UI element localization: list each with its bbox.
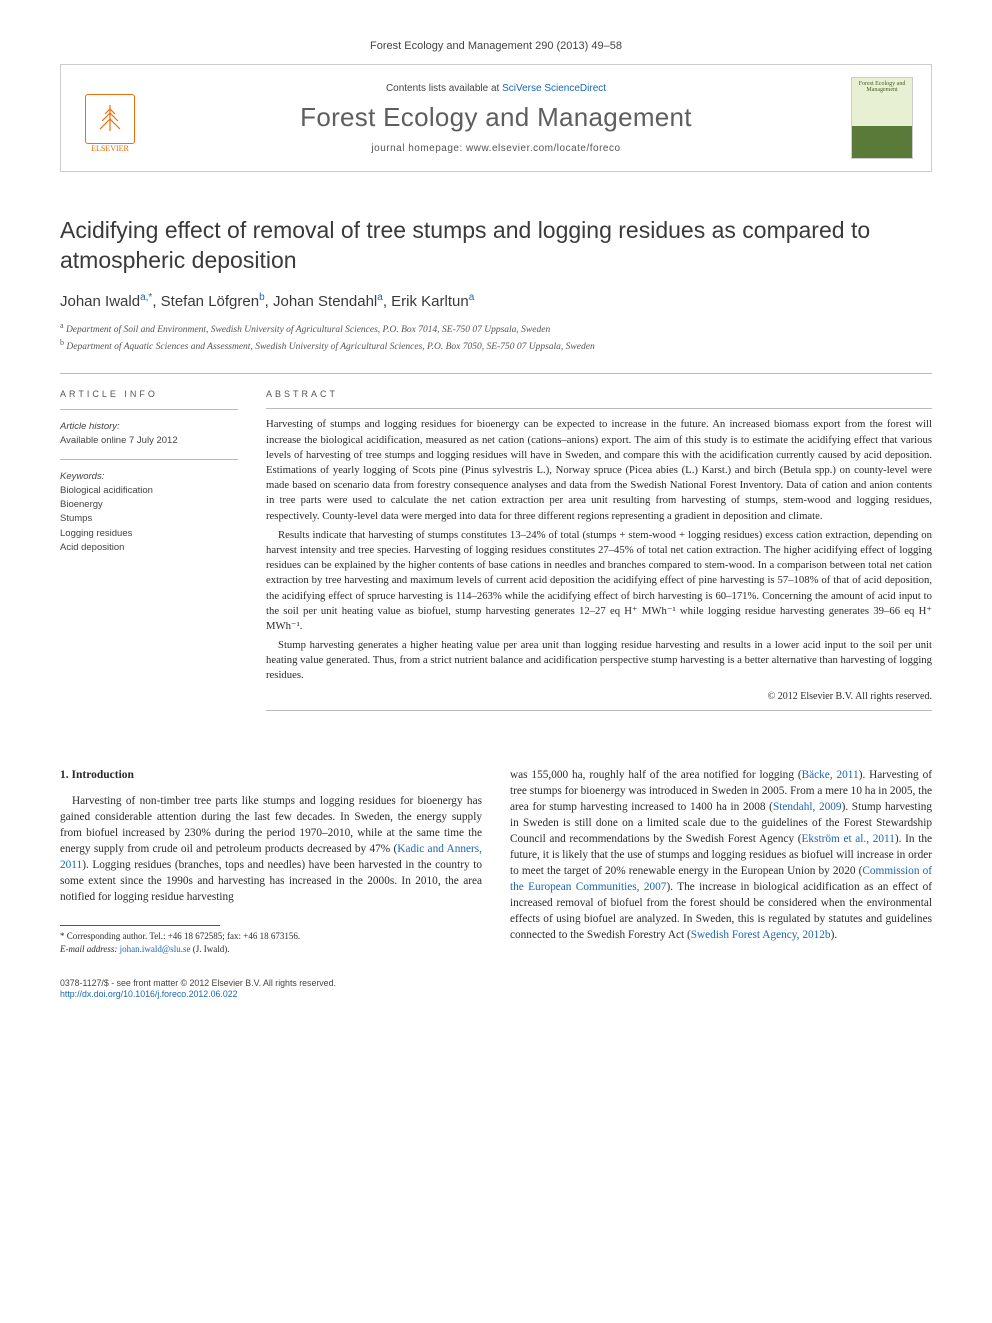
footnote-separator [60,925,220,926]
abstract-paragraph: Results indicate that harvesting of stum… [266,528,932,634]
article-info-panel: ARTICLE INFO Article history: Available … [60,388,238,711]
history-label: Article history: [60,420,238,434]
left-column: 1. Introduction Harvesting of non-timber… [60,767,482,956]
body-paragraph: Harvesting of non-timber tree parts like… [60,793,482,905]
author-list: Johan Iwalda,*, Stefan Löfgrenb, Johan S… [60,292,932,310]
article-info-head: ARTICLE INFO [60,388,238,402]
journal-homepage: journal homepage: www.elsevier.com/locat… [161,143,831,154]
publisher-logo: ELSEVIER [79,83,141,153]
keyword: Acid deposition [60,541,238,555]
journal-title: Forest Ecology and Management [161,102,831,133]
info-abstract-row: ARTICLE INFO Article history: Available … [60,374,932,729]
header-center: Contents lists available at SciVerse Sci… [161,83,831,154]
abstract-paragraph: Harvesting of stumps and logging residue… [266,417,932,523]
author: Stefan Löfgren [161,293,259,310]
keyword: Bioenergy [60,498,238,512]
body-paragraph: was 155,000 ha, roughly half of the area… [510,767,932,943]
corresponding-email: E-mail address: johan.iwald@slu.se (J. I… [60,943,482,956]
citation-link[interactable]: Swedish Forest Agency, 2012b [691,929,831,941]
abstract-head: ABSTRACT [266,388,932,401]
abstract-panel: ABSTRACT Harvesting of stumps and loggin… [266,388,932,711]
body-columns: 1. Introduction Harvesting of non-timber… [60,767,932,956]
author: Johan Iwald [60,293,140,310]
citation-link[interactable]: Bäcke, 2011 [802,769,859,781]
author: Johan Stendahl [273,293,377,310]
page-footer: 0378-1127/$ - see front matter © 2012 El… [60,978,932,1002]
corresponding-author: * Corresponding author. Tel.: +46 18 672… [60,930,482,943]
abstract-paragraph: Stump harvesting generates a higher heat… [266,638,932,684]
homepage-url[interactable]: www.elsevier.com/locate/foreco [466,143,621,154]
keyword: Biological acidification [60,484,238,498]
elsevier-tree-icon [85,94,135,144]
citation-link[interactable]: Stendahl, 2009 [773,801,842,813]
journal-header: ELSEVIER Contents lists available at Sci… [60,64,932,172]
keywords-label: Keywords: [60,470,238,484]
abstract-copyright: © 2012 Elsevier B.V. All rights reserved… [266,690,932,704]
affiliation-a: Department of Soil and Environment, Swed… [66,325,550,335]
footer-copyright: 0378-1127/$ - see front matter © 2012 El… [60,978,932,990]
contents-available: Contents lists available at SciVerse Sci… [161,83,831,94]
history-available: Available online 7 July 2012 [60,434,238,448]
author: Erik Karltun [391,293,469,310]
article-title: Acidifying effect of removal of tree stu… [60,216,932,276]
affiliation-b: Department of Aquatic Sciences and Asses… [66,342,594,352]
keyword: Stumps [60,512,238,526]
keyword: Logging residues [60,527,238,541]
citation-link[interactable]: Ekström et al., 2011 [802,833,895,845]
email-link[interactable]: johan.iwald@slu.se [120,944,191,954]
section-heading: 1. Introduction [60,767,482,783]
journal-reference: Forest Ecology and Management 290 (2013)… [60,40,932,52]
doi-link[interactable]: http://dx.doi.org/10.1016/j.foreco.2012.… [60,989,238,999]
journal-cover-thumbnail: Forest Ecology and Management [851,77,913,159]
right-column: was 155,000 ha, roughly half of the area… [510,767,932,956]
sciencedirect-link[interactable]: SciVerse ScienceDirect [502,83,606,94]
affiliations: a Department of Soil and Environment, Sw… [60,320,932,355]
publisher-name: ELSEVIER [91,144,129,153]
